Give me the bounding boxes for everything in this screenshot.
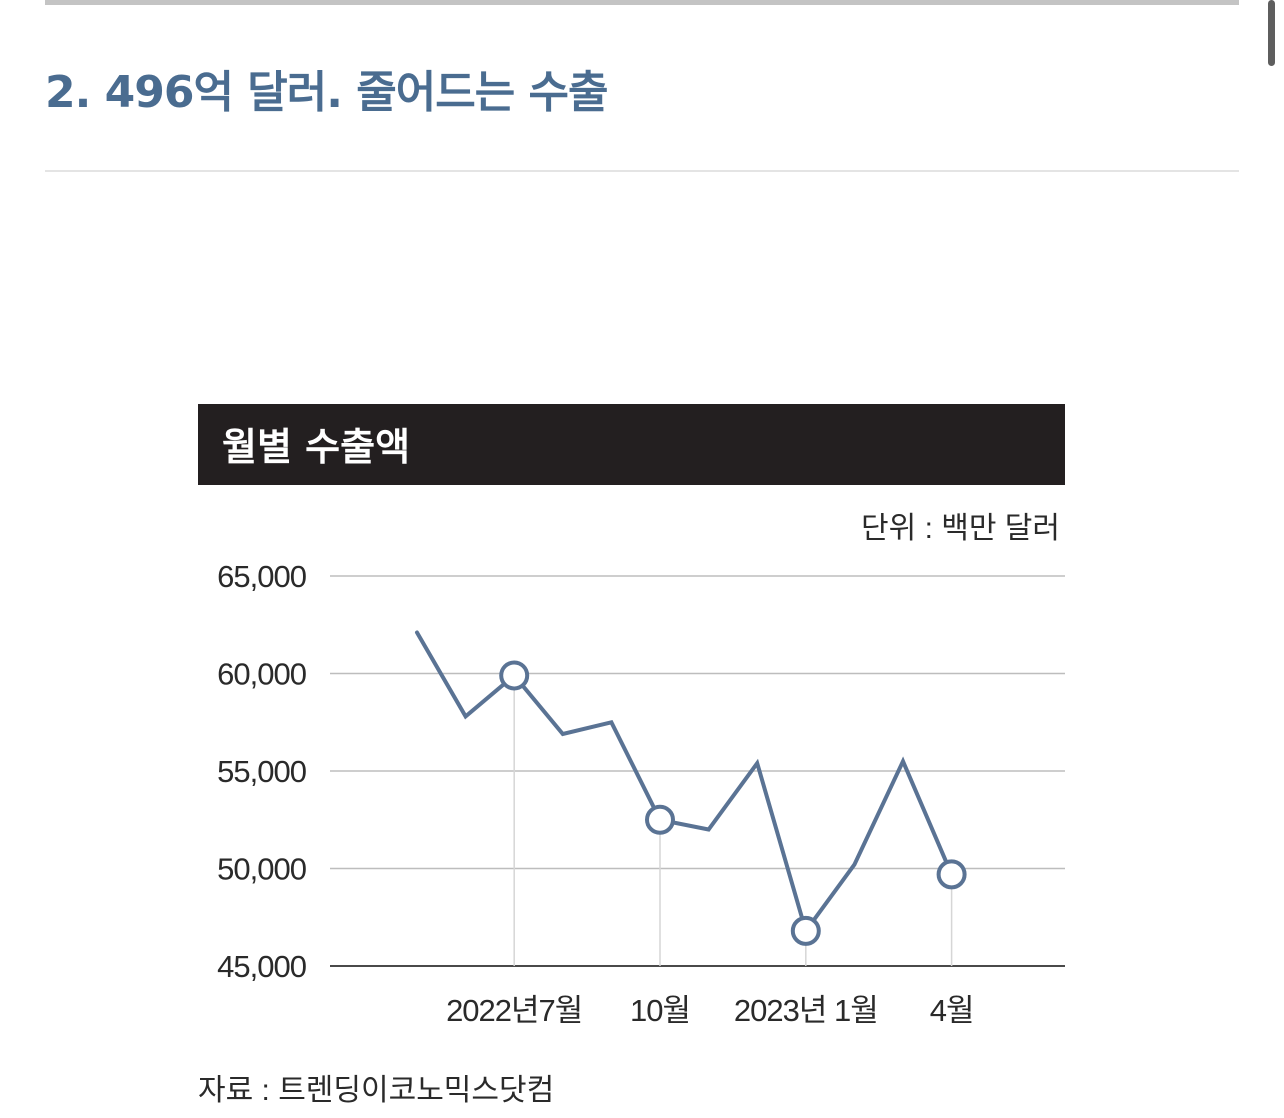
gridlines: [330, 575, 1065, 967]
data-point-marker-2: [499, 660, 530, 691]
data-point-marker-8: [790, 915, 821, 946]
data-point-marker-5: [645, 804, 675, 835]
unit-label: 단위 : 백만 달러: [861, 512, 1060, 545]
section-title: 2. 496억 달러. 줄어드는 수출: [45, 67, 608, 118]
y-tick-label-55000: 55,000: [217, 754, 307, 789]
scrollbar-thumb[interactable]: [1268, 0, 1275, 66]
section-divider: [45, 170, 1239, 172]
y-tick-label-60000: 60,000: [217, 657, 307, 692]
y-tick-label-50000: 50,000: [217, 852, 307, 887]
y-tick-label-45000: 45,000: [217, 949, 307, 984]
chart-title: 월별 수출액: [222, 425, 410, 469]
chart-header-bar: [198, 404, 1065, 485]
source-note: 자료 : 트렌딩이코노믹스닷컴: [198, 1074, 555, 1107]
top-divider: [45, 0, 1239, 5]
monthly-exports-line: [415, 630, 954, 936]
x-tick-label-1: 10월: [630, 993, 690, 1028]
y-axis-ticks: 65,000 60,000 55,000 50,000 45,000: [217, 559, 308, 984]
x-tick-label-3: 4월: [930, 993, 974, 1028]
series-line-layer: [415, 630, 954, 936]
x-tick-label-2: 2023년 1월: [734, 993, 878, 1028]
point-markers: [499, 660, 967, 946]
data-point-marker-11: [936, 859, 967, 890]
x-axis-ticks: 2022년7월 10월 2023년 1월 4월: [446, 993, 974, 1028]
y-tick-label-65000: 65,000: [217, 559, 307, 594]
x-tick-label-0: 2022년7월: [446, 993, 582, 1028]
